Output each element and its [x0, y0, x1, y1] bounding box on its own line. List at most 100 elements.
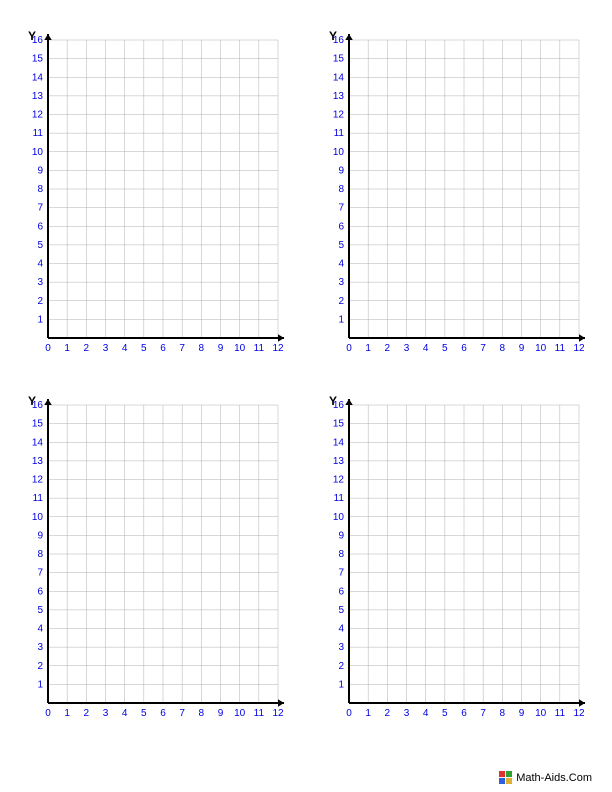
svg-text:8: 8 [338, 549, 344, 560]
svg-text:Y: Y [28, 395, 36, 408]
svg-text:4: 4 [423, 343, 429, 354]
svg-text:9: 9 [37, 165, 43, 176]
svg-text:12: 12 [272, 708, 284, 719]
svg-text:1: 1 [37, 679, 43, 690]
svg-text:3: 3 [338, 642, 344, 653]
svg-text:3: 3 [338, 277, 344, 288]
svg-text:6: 6 [338, 221, 344, 232]
svg-text:7: 7 [179, 708, 185, 719]
logo-quad-1 [499, 771, 505, 777]
svg-text:10: 10 [333, 147, 345, 158]
svg-text:8: 8 [199, 343, 205, 354]
svg-text:15: 15 [333, 54, 345, 65]
svg-text:12: 12 [333, 475, 345, 486]
svg-text:8: 8 [199, 708, 205, 719]
svg-text:14: 14 [32, 437, 44, 448]
svg-text:10: 10 [535, 343, 547, 354]
graph-panel-1: 012345678910111212345678910111213141516X… [20, 30, 291, 365]
svg-text:5: 5 [141, 343, 147, 354]
svg-text:9: 9 [519, 343, 525, 354]
svg-text:6: 6 [461, 343, 467, 354]
svg-text:3: 3 [37, 642, 43, 653]
svg-text:4: 4 [37, 624, 43, 635]
svg-text:1: 1 [338, 679, 344, 690]
svg-text:3: 3 [103, 343, 109, 354]
svg-text:7: 7 [480, 343, 486, 354]
svg-text:4: 4 [37, 259, 43, 270]
svg-text:Y: Y [28, 30, 36, 43]
svg-text:11: 11 [555, 343, 566, 354]
svg-text:4: 4 [122, 708, 128, 719]
svg-text:12: 12 [573, 343, 585, 354]
svg-text:2: 2 [338, 661, 344, 672]
svg-text:3: 3 [103, 708, 109, 719]
footer-logo-icon [499, 771, 512, 784]
svg-text:10: 10 [333, 512, 345, 523]
svg-text:14: 14 [333, 437, 345, 448]
svg-text:0: 0 [346, 343, 352, 354]
logo-quad-4 [506, 778, 512, 784]
svg-text:12: 12 [32, 110, 44, 121]
svg-text:5: 5 [141, 708, 147, 719]
svg-text:13: 13 [333, 91, 345, 102]
svg-text:6: 6 [338, 586, 344, 597]
svg-text:0: 0 [346, 708, 352, 719]
svg-text:9: 9 [37, 530, 43, 541]
svg-text:11: 11 [254, 708, 265, 719]
graph-panel-4: 012345678910111212345678910111213141516X… [321, 395, 592, 730]
svg-text:9: 9 [338, 530, 344, 541]
svg-text:7: 7 [37, 203, 43, 214]
svg-text:1: 1 [365, 343, 371, 354]
svg-text:6: 6 [160, 343, 166, 354]
svg-text:9: 9 [218, 343, 224, 354]
svg-text:12: 12 [333, 110, 345, 121]
svg-text:12: 12 [272, 343, 284, 354]
svg-text:1: 1 [37, 314, 43, 325]
svg-text:13: 13 [333, 456, 345, 467]
svg-text:10: 10 [535, 708, 547, 719]
svg-text:2: 2 [338, 296, 344, 307]
svg-text:7: 7 [37, 568, 43, 579]
footer: Math-Aids.Com [499, 771, 592, 784]
svg-text:2: 2 [37, 296, 43, 307]
svg-text:7: 7 [338, 568, 344, 579]
svg-text:4: 4 [423, 708, 429, 719]
footer-text: Math-Aids.Com [516, 772, 592, 784]
svg-text:1: 1 [365, 708, 371, 719]
svg-text:1: 1 [64, 343, 70, 354]
svg-text:15: 15 [333, 419, 345, 430]
svg-text:12: 12 [32, 475, 44, 486]
svg-text:2: 2 [84, 343, 90, 354]
svg-text:14: 14 [333, 72, 345, 83]
svg-text:10: 10 [32, 147, 44, 158]
svg-text:5: 5 [37, 240, 43, 251]
svg-text:2: 2 [84, 708, 90, 719]
svg-text:3: 3 [404, 343, 410, 354]
svg-text:2: 2 [37, 661, 43, 672]
svg-text:11: 11 [555, 708, 566, 719]
svg-text:3: 3 [404, 708, 410, 719]
svg-text:6: 6 [160, 708, 166, 719]
svg-text:9: 9 [338, 165, 344, 176]
svg-text:Y: Y [329, 30, 337, 43]
logo-quad-3 [499, 778, 505, 784]
svg-text:11: 11 [254, 343, 265, 354]
svg-text:13: 13 [32, 456, 44, 467]
logo-quad-2 [506, 771, 512, 777]
svg-text:12: 12 [573, 708, 585, 719]
svg-text:4: 4 [122, 343, 128, 354]
svg-text:5: 5 [442, 708, 448, 719]
svg-text:7: 7 [338, 203, 344, 214]
svg-text:5: 5 [442, 343, 448, 354]
svg-text:7: 7 [480, 708, 486, 719]
svg-text:Y: Y [329, 395, 337, 408]
svg-text:9: 9 [519, 708, 525, 719]
svg-text:9: 9 [218, 708, 224, 719]
svg-text:10: 10 [234, 708, 246, 719]
svg-text:6: 6 [37, 586, 43, 597]
svg-text:8: 8 [338, 184, 344, 195]
svg-text:4: 4 [338, 259, 344, 270]
svg-text:1: 1 [64, 708, 70, 719]
svg-text:6: 6 [37, 221, 43, 232]
svg-text:15: 15 [32, 419, 44, 430]
